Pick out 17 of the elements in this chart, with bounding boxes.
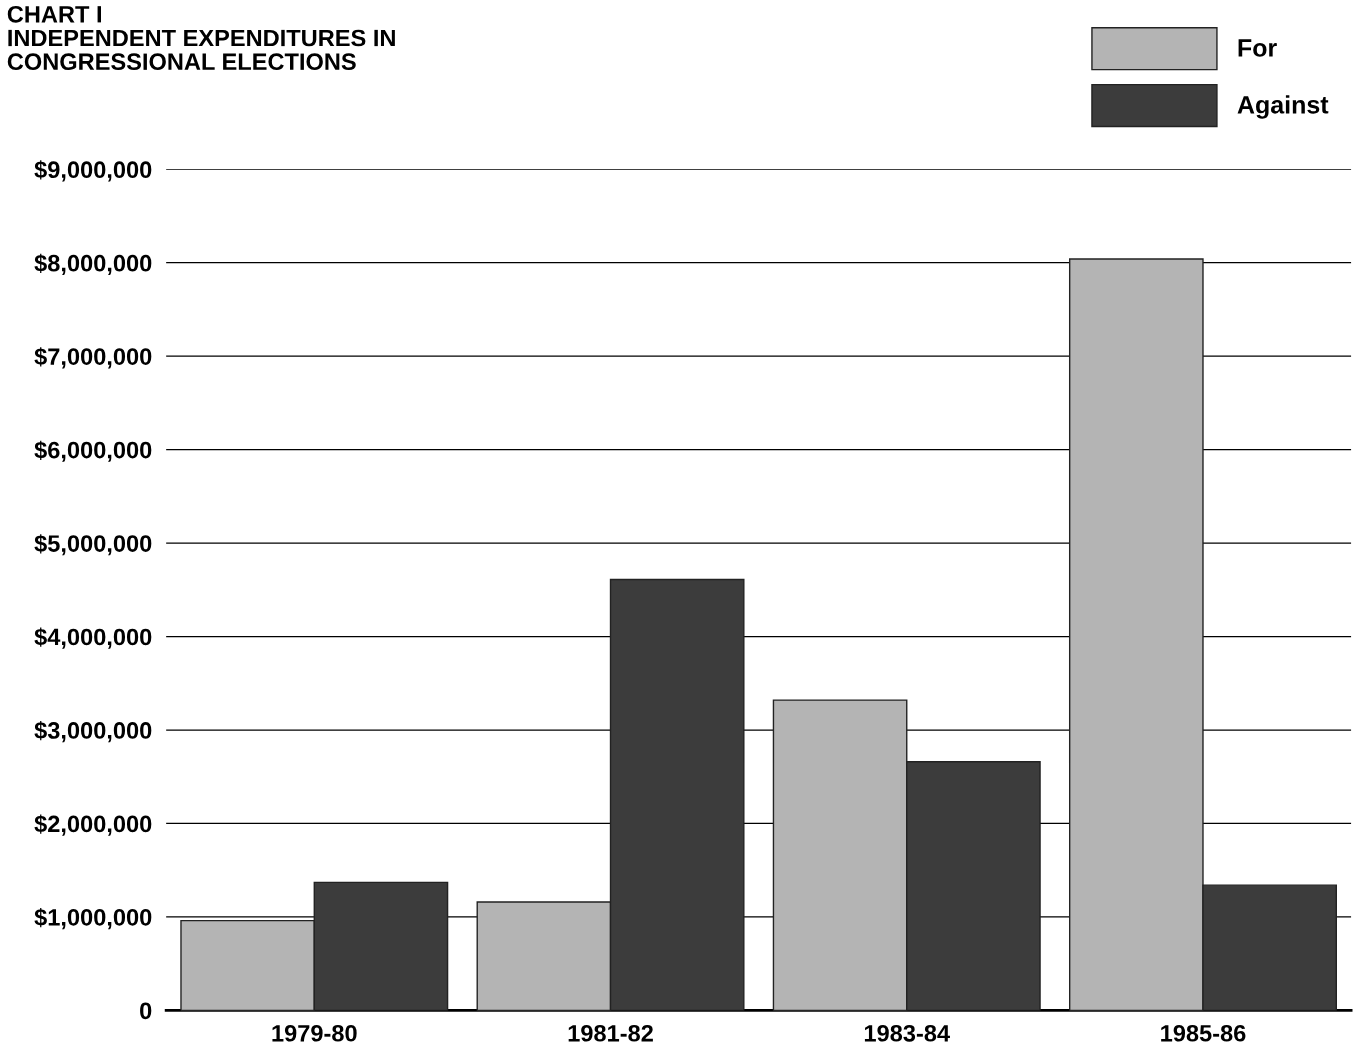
chart-title: CHART I INDEPENDENT EXPENDITURES IN CONGRESSIONAL ELECTIONS	[7, 5, 395, 71]
y-tick-label: $6,000,000	[34, 440, 152, 462]
y-tick-label: $3,000,000	[34, 721, 152, 743]
y-tick-label: $5,000,000	[34, 534, 152, 556]
legend-label: For	[1238, 39, 1277, 57]
x-tick-label: 1981-82	[568, 1024, 653, 1042]
y-tick-label: $2,000,000	[34, 814, 152, 836]
x-tick-label: 1983-84	[864, 1024, 950, 1042]
y-tick-label: $8,000,000	[34, 253, 152, 275]
y-tick-label: $1,000,000	[34, 907, 152, 930]
y-tick-label: $7,000,000	[34, 347, 152, 369]
x-tick-label: 1979-80	[272, 1024, 357, 1042]
y-tick-label: $9,000,000	[34, 160, 152, 182]
y-tick-label: $4,000,000	[34, 627, 152, 649]
y-tick-label: 0	[140, 1002, 152, 1020]
x-tick-label: 1985-86	[1161, 1024, 1246, 1042]
legend-label: Against	[1237, 95, 1329, 119]
